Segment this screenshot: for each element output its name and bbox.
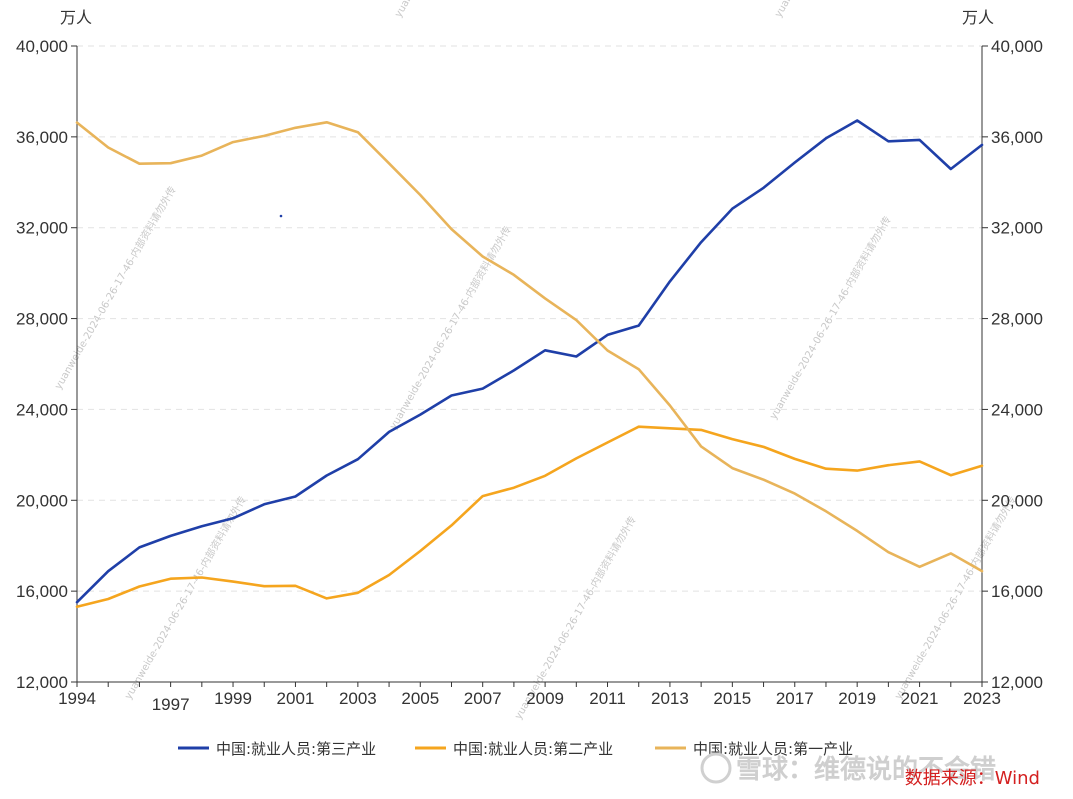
x-tick-label: 2005 bbox=[401, 689, 439, 708]
series-layer bbox=[75, 119, 984, 609]
legend-label: 中国:就业人员:第一产业 bbox=[693, 740, 853, 758]
x-tick-label: 1999 bbox=[214, 689, 252, 708]
watermark-text: yuanweide bbox=[773, 0, 810, 20]
x-tick-label: 2007 bbox=[464, 689, 502, 708]
y-tick-label-right: 40,000 bbox=[991, 37, 1043, 56]
y-tick-label-left: 32,000 bbox=[16, 219, 68, 238]
y-tick-label-left: 36,000 bbox=[16, 128, 68, 147]
right-axis-unit: 万人 bbox=[962, 8, 994, 27]
y-tick-label-right: 28,000 bbox=[991, 310, 1043, 329]
legend-label: 中国:就业人员:第三产业 bbox=[216, 740, 376, 758]
legend-label: 中国:就业人员:第二产业 bbox=[453, 740, 613, 758]
watermark-layer: yuanweide-2024-06-26-17-46-内部资料请勿外传 yuan… bbox=[51, 0, 1018, 722]
y-tick-label-left: 40,000 bbox=[16, 37, 68, 56]
brand-watermark-text: 雪球：维德说的不会错 bbox=[736, 754, 996, 785]
x-tick-label: 2019 bbox=[838, 689, 876, 708]
watermark-text: yuanweide-2024-06-26-17-46-内部资料请勿外传 bbox=[51, 184, 178, 392]
y-tick-label-left: 28,000 bbox=[16, 310, 68, 329]
y-tick-label-right: 36,000 bbox=[991, 128, 1043, 147]
legend: 中国:就业人员:第三产业 中国:就业人员:第二产业 中国:就业人员:第一产业 bbox=[178, 740, 853, 758]
y-tick-label-right: 12,000 bbox=[991, 673, 1043, 692]
axes: 12,000 12,000 16,000 16,000 20,000 20,000 24,0… bbox=[16, 37, 1043, 714]
series-line bbox=[75, 121, 984, 573]
x-tick-label: 2001 bbox=[277, 689, 315, 708]
y-tick-label-left: 20,000 bbox=[16, 491, 68, 510]
x-tick-label: 2009 bbox=[526, 689, 564, 708]
y-tick-label-left: 16,000 bbox=[16, 582, 68, 601]
gridlines bbox=[77, 45, 982, 592]
x-tick-label: 1994 bbox=[58, 689, 96, 708]
x-tick-label: 2023 bbox=[963, 689, 1001, 708]
x-tick-label: 2021 bbox=[901, 689, 939, 708]
watermark-text: yuanweide-2024-06-26-17-46-内部资料请勿外传 bbox=[386, 224, 513, 432]
y-tick-label-right: 20,000 bbox=[991, 491, 1043, 510]
x-tick-label: 2013 bbox=[651, 689, 689, 708]
y-tick-label-left: 12,000 bbox=[16, 673, 68, 692]
watermark-text: yuanweide-2024-06-26-17-46-内部资料请勿外传 bbox=[121, 494, 248, 702]
x-tick-label: 1997 bbox=[152, 695, 190, 714]
y-tick-label-right: 24,000 bbox=[991, 400, 1043, 419]
source-note: 数据来源：Wind bbox=[905, 768, 1040, 789]
x-tick-label: 2017 bbox=[776, 689, 814, 708]
left-axis-unit: 万人 bbox=[60, 8, 92, 27]
watermark-text: yuanweide-2024-06-26-17-46-内部资料请勿外传 bbox=[766, 214, 893, 422]
x-tick-label: 2011 bbox=[589, 689, 626, 708]
y-tick-label-right: 32,000 bbox=[991, 219, 1043, 238]
x-tick-label: 2003 bbox=[339, 689, 377, 708]
y-tick-label-right: 16,000 bbox=[991, 582, 1043, 601]
watermark-text: yuanweide bbox=[393, 0, 430, 20]
x-tick-label: 2015 bbox=[713, 689, 751, 708]
stray-point bbox=[279, 214, 283, 218]
brand-watermark: 雪球：维德说的不会错 bbox=[700, 752, 996, 785]
series-line bbox=[75, 119, 984, 604]
series-line bbox=[75, 425, 984, 609]
y-tick-label-left: 24,000 bbox=[16, 400, 68, 419]
brand-logo-icon bbox=[700, 752, 732, 784]
